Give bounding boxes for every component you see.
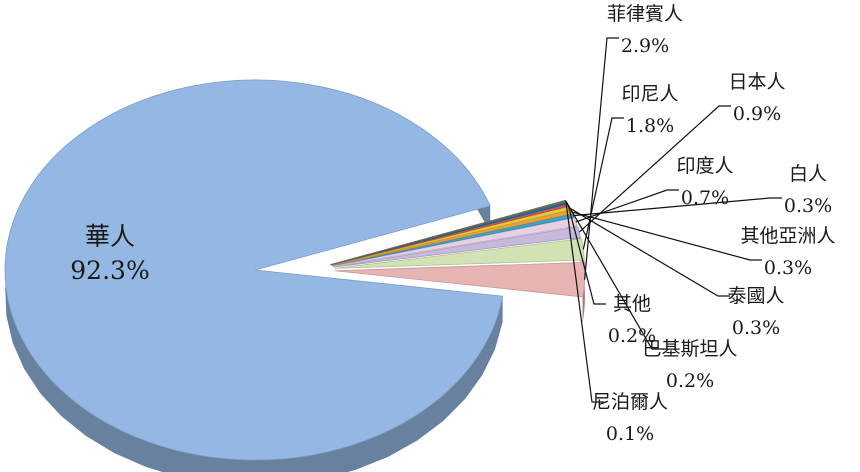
slice-name-label: 白人 [789, 163, 827, 185]
slice-name-label: 華人 [85, 222, 135, 251]
slice-value-label: 0.2% [608, 325, 656, 347]
slice-value-label: 0.7% [681, 187, 729, 209]
pie-tops [4, 79, 586, 461]
leader-line [582, 117, 624, 250]
slice-name-label: 尼泊爾人 [592, 391, 668, 413]
slice-value-label: 0.1% [606, 423, 654, 445]
leader-line [566, 202, 664, 350]
slice-name-label: 印尼人 [621, 83, 678, 105]
slice-value-label: 2.9% [621, 35, 669, 57]
slice-value-label: 0.3% [732, 317, 780, 339]
slice-name-label: 泰國人 [727, 285, 784, 307]
slice-value-label: 0.9% [733, 103, 781, 125]
slice-name-label: 印度人 [676, 155, 733, 177]
leader-line [584, 37, 619, 280]
slice-value-label: 92.3% [70, 256, 149, 285]
pie-slice-side [582, 262, 585, 323]
pie-slice [334, 261, 586, 298]
slice-value-label: 0.3% [784, 195, 832, 217]
slice-value-label: 1.8% [626, 115, 674, 137]
slice-name-label: 其他 [613, 293, 651, 315]
leader-line [567, 204, 606, 305]
slice-value-label: 0.2% [666, 370, 714, 392]
leader-line [571, 211, 762, 261]
leader-lines [565, 37, 782, 403]
leader-line [565, 200, 604, 403]
leader-line [573, 197, 782, 217]
leader-line [578, 105, 731, 233]
pie-slice [334, 238, 585, 269]
slice-value-label: 0.3% [764, 257, 812, 279]
slice-name-label: 菲律賓人 [607, 3, 683, 25]
pie-slice [4, 79, 504, 461]
leader-line [569, 207, 730, 297]
leader-line [575, 189, 679, 223]
slice-name-label: 巴基斯坦人 [642, 338, 737, 360]
slice-name-label: 日本人 [728, 71, 785, 93]
slice-name-label: 其他亞洲人 [740, 225, 835, 247]
data-labels: 華人 92.3% 菲律賓人 2.9% 印尼人 1.8% 日本人 0.9% 印度人 0.7% 白人 0.… [70, 3, 835, 445]
